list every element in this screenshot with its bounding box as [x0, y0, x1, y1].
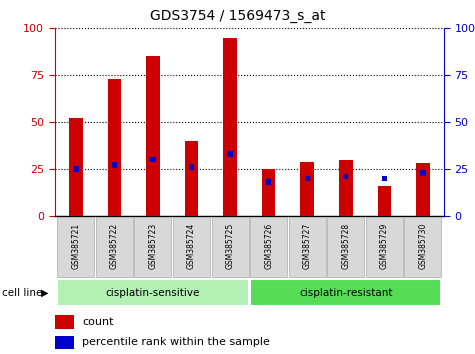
Bar [73, 166, 78, 172]
Text: ▶: ▶ [41, 288, 49, 298]
Bar [228, 151, 233, 157]
Bar [404, 217, 441, 277]
Bar [211, 217, 248, 277]
Bar [266, 179, 271, 185]
Bar [173, 217, 210, 277]
Bar [416, 164, 430, 216]
Text: GSM385725: GSM385725 [226, 223, 235, 269]
Bar [55, 336, 74, 349]
Text: GSM385726: GSM385726 [264, 223, 273, 269]
Bar [112, 162, 117, 168]
Bar [262, 169, 276, 216]
Bar [250, 279, 441, 307]
Bar [250, 217, 287, 277]
Bar [381, 176, 387, 181]
Text: GSM385723: GSM385723 [149, 223, 158, 269]
Text: GSM385728: GSM385728 [341, 223, 350, 269]
Text: count: count [82, 317, 114, 327]
Text: GSM385727: GSM385727 [303, 223, 312, 269]
Text: percentile rank within the sample: percentile rank within the sample [82, 337, 270, 348]
Bar [189, 164, 194, 170]
Text: cisplatin-sensitive: cisplatin-sensitive [106, 288, 200, 298]
Bar [57, 217, 95, 277]
Bar [185, 141, 198, 216]
Bar [378, 186, 391, 216]
Bar [420, 170, 426, 176]
Bar [366, 217, 403, 277]
Text: GSM385721: GSM385721 [71, 223, 80, 269]
Bar [304, 176, 310, 181]
Text: GSM385729: GSM385729 [380, 223, 389, 269]
Text: GDS3754 / 1569473_s_at: GDS3754 / 1569473_s_at [150, 9, 325, 23]
Bar [301, 161, 314, 216]
Bar [327, 217, 364, 277]
Bar [150, 157, 156, 162]
Bar [343, 174, 349, 179]
Bar [55, 315, 74, 329]
Text: cell line: cell line [2, 288, 43, 298]
Bar [69, 118, 83, 216]
Bar [339, 160, 352, 216]
Bar [96, 217, 133, 277]
Text: GSM385724: GSM385724 [187, 223, 196, 269]
Text: GSM385730: GSM385730 [418, 222, 428, 269]
Bar [134, 217, 171, 277]
Bar [289, 217, 326, 277]
Bar [108, 79, 121, 216]
Bar [57, 279, 248, 307]
Text: GSM385722: GSM385722 [110, 223, 119, 269]
Bar [223, 38, 237, 216]
Bar [146, 56, 160, 216]
Text: cisplatin-resistant: cisplatin-resistant [299, 288, 392, 298]
